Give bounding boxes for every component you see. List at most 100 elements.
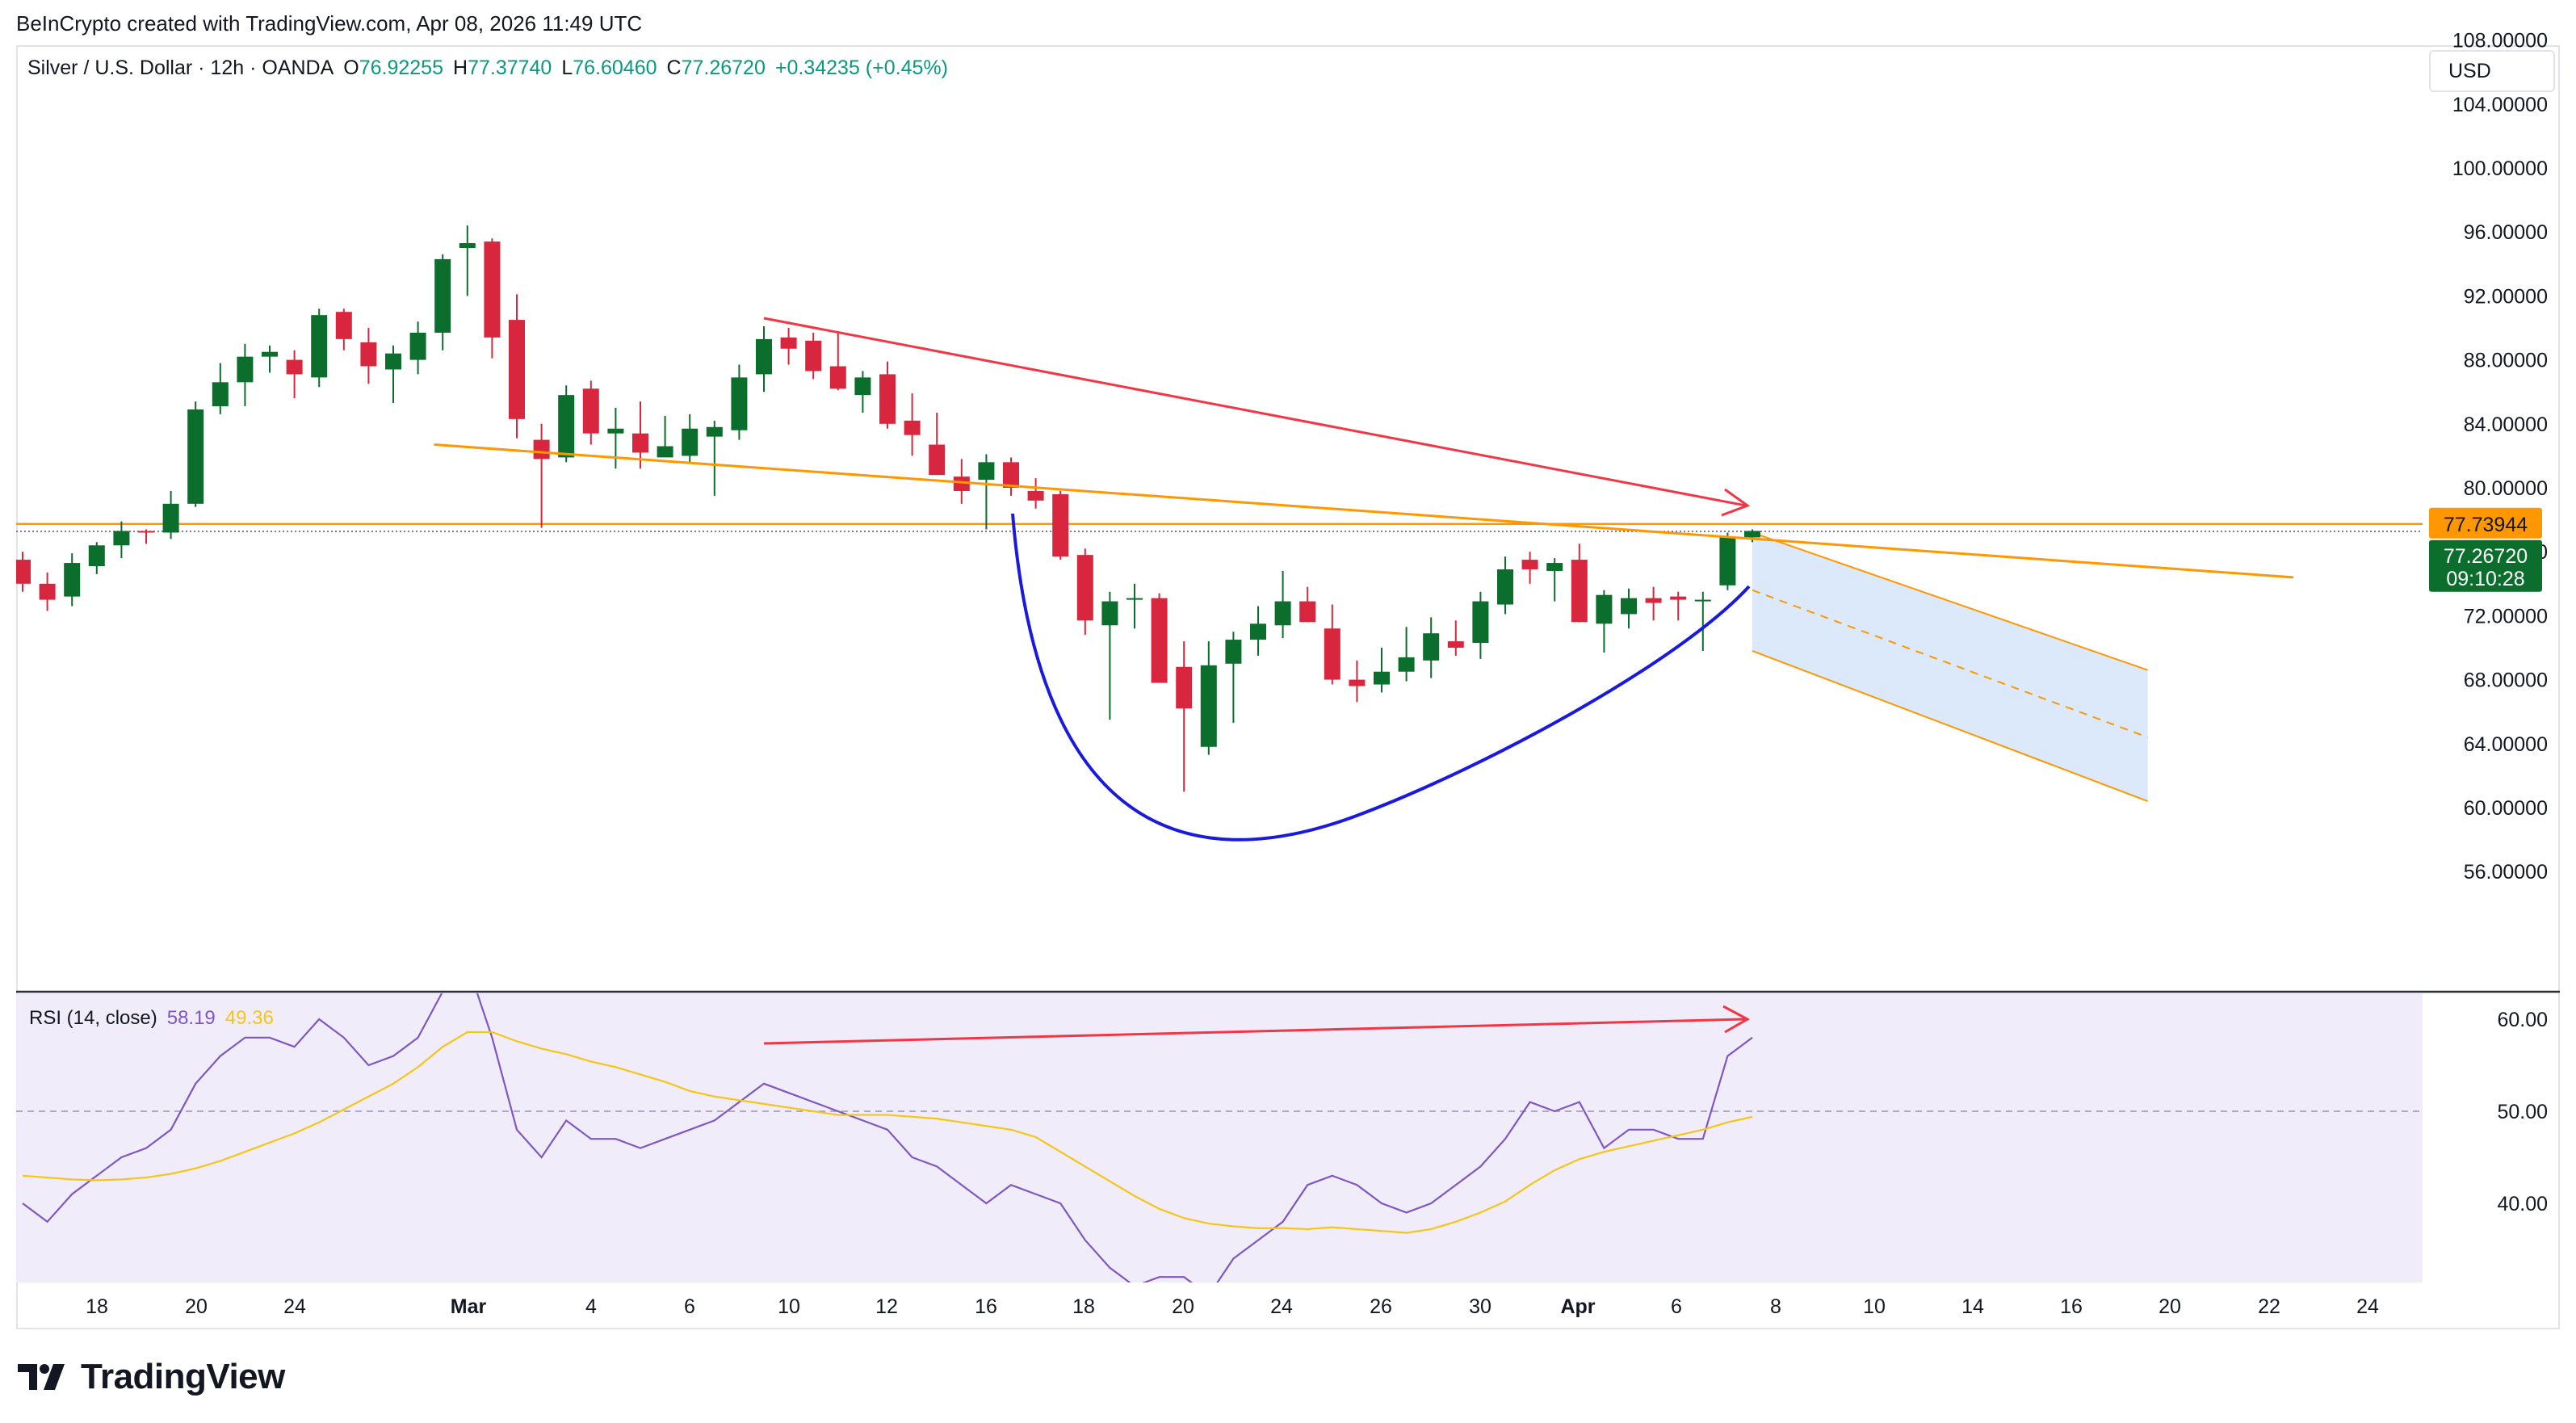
time-axis-label: 16 <box>975 1295 997 1318</box>
candle-body <box>1546 563 1563 571</box>
candle-body <box>1176 666 1193 709</box>
legend-close-label: C <box>666 57 682 79</box>
price-axis-label: 72.00000 <box>2464 605 2548 628</box>
descending-resistance-line <box>434 443 2294 579</box>
legend-change: +0.34235 (+0.45%) <box>774 57 948 79</box>
time-axis-label: 16 <box>2060 1295 2083 1318</box>
time-axis-label: 26 <box>1370 1295 1392 1318</box>
candle-body <box>360 342 377 367</box>
candle-body <box>756 338 772 375</box>
tradingview-brand: TradingView <box>81 1357 285 1396</box>
candle-body <box>1621 598 1637 615</box>
candle-body <box>929 444 946 476</box>
candle-body <box>237 356 254 383</box>
candle-body <box>1250 623 1266 640</box>
candle-body <box>509 320 525 419</box>
candle-body <box>657 446 673 458</box>
time-axis-label: 14 <box>1961 1295 1984 1318</box>
candle-body <box>1076 555 1093 621</box>
candle-body <box>1423 633 1440 661</box>
candle-body <box>1200 665 1217 747</box>
trendline-arrowhead <box>1721 488 1751 517</box>
time-axis-label: 6 <box>1671 1295 1682 1318</box>
candle-body <box>632 433 648 453</box>
candle-body <box>953 476 970 491</box>
time-axis-label: 12 <box>875 1295 898 1318</box>
projection-top-line <box>1752 531 2148 671</box>
candle-body <box>533 439 550 460</box>
candle-body <box>286 359 303 375</box>
rsi-arrowhead <box>1722 1005 1751 1034</box>
rsi-divergence-trendline <box>763 1018 1747 1045</box>
rsi-axis-label: 50.00 <box>2497 1101 2548 1123</box>
countdown-badge-text: 09:10:28 <box>2446 568 2524 590</box>
candle-body <box>805 340 822 371</box>
candle-body <box>484 241 501 338</box>
candle-body <box>434 258 451 333</box>
time-axis-label: 10 <box>1863 1295 1886 1318</box>
price-axis-label: 80.00000 <box>2464 477 2548 500</box>
candle-body <box>459 243 476 248</box>
candle-body <box>607 428 624 434</box>
rsi-legend-value: 58.19 <box>167 1007 216 1029</box>
candle-body <box>1324 628 1340 680</box>
rsi-pane <box>16 993 2423 1282</box>
last-price-badge <box>2429 539 2542 592</box>
candle-body <box>1225 640 1242 664</box>
candle-body <box>1694 599 1711 602</box>
candle-body <box>1374 671 1390 685</box>
candle-body <box>1151 598 1168 683</box>
chart-frame <box>16 45 2560 1329</box>
candle-body <box>1472 601 1489 644</box>
candle-body <box>162 503 179 533</box>
time-axis-label: 24 <box>2356 1295 2379 1318</box>
candle-body <box>1052 493 1069 557</box>
rsi-ma-legend-value: 49.36 <box>225 1007 274 1029</box>
price-axis-label: 84.00000 <box>2464 413 2548 436</box>
price-axis-label: 64.00000 <box>2464 733 2548 756</box>
candle-body <box>1349 679 1366 686</box>
candle-body <box>780 337 797 349</box>
header-credit: BeInCrypto created with TradingView.com,… <box>16 11 643 36</box>
candle-body <box>113 531 130 546</box>
time-axis-label: 4 <box>585 1295 597 1318</box>
projection-bottom-line <box>1752 650 2148 803</box>
candle-body <box>682 428 699 456</box>
time-axis-label: 30 <box>1469 1295 1491 1318</box>
time-axis-label: 24 <box>1270 1295 1293 1318</box>
price-axis-label: 68.00000 <box>2464 670 2548 692</box>
candle-body <box>1744 531 1760 538</box>
price-axis-label: 104.00000 <box>2452 94 2548 116</box>
candle-body <box>978 462 995 481</box>
time-axis-label: 20 <box>2159 1295 2181 1318</box>
candle-body <box>731 377 748 430</box>
rsi-axis-label: 40.00 <box>2497 1193 2548 1215</box>
rsi-axis-label: 60.00 <box>2497 1009 2548 1031</box>
price-axis-label: 92.00000 <box>2464 285 2548 308</box>
candle-body <box>16 560 31 584</box>
currency-button[interactable]: USD <box>2429 50 2555 92</box>
resistance-price-badge <box>2429 507 2542 539</box>
candle-body <box>1299 601 1316 623</box>
candle-body <box>829 366 846 389</box>
candle-body <box>262 351 278 357</box>
candle-body <box>706 426 723 437</box>
candle-body <box>1596 594 1613 624</box>
time-axis-label: 8 <box>1770 1295 1781 1318</box>
time-axis-label: Apr <box>1560 1295 1595 1318</box>
candle-body <box>138 531 154 533</box>
tradingview-logo-icon <box>18 1364 65 1390</box>
candle-body <box>311 315 328 378</box>
candle-body <box>39 583 56 600</box>
time-axis-label: 18 <box>86 1295 108 1318</box>
projection-channel <box>1752 532 2148 802</box>
candle-body <box>1719 537 1736 586</box>
price-axis-label: 100.00000 <box>2452 157 2548 180</box>
axes: 108.00000 104.00000 100.00000 96.00000 92.00… <box>29 30 2548 1318</box>
candle-body <box>385 353 401 370</box>
rsi-legend: RSI (14, close) 58.19 49.36 <box>29 1007 274 1029</box>
tradingview-logo[interactable]: TradingView <box>18 1357 285 1397</box>
candle-body <box>409 332 426 360</box>
